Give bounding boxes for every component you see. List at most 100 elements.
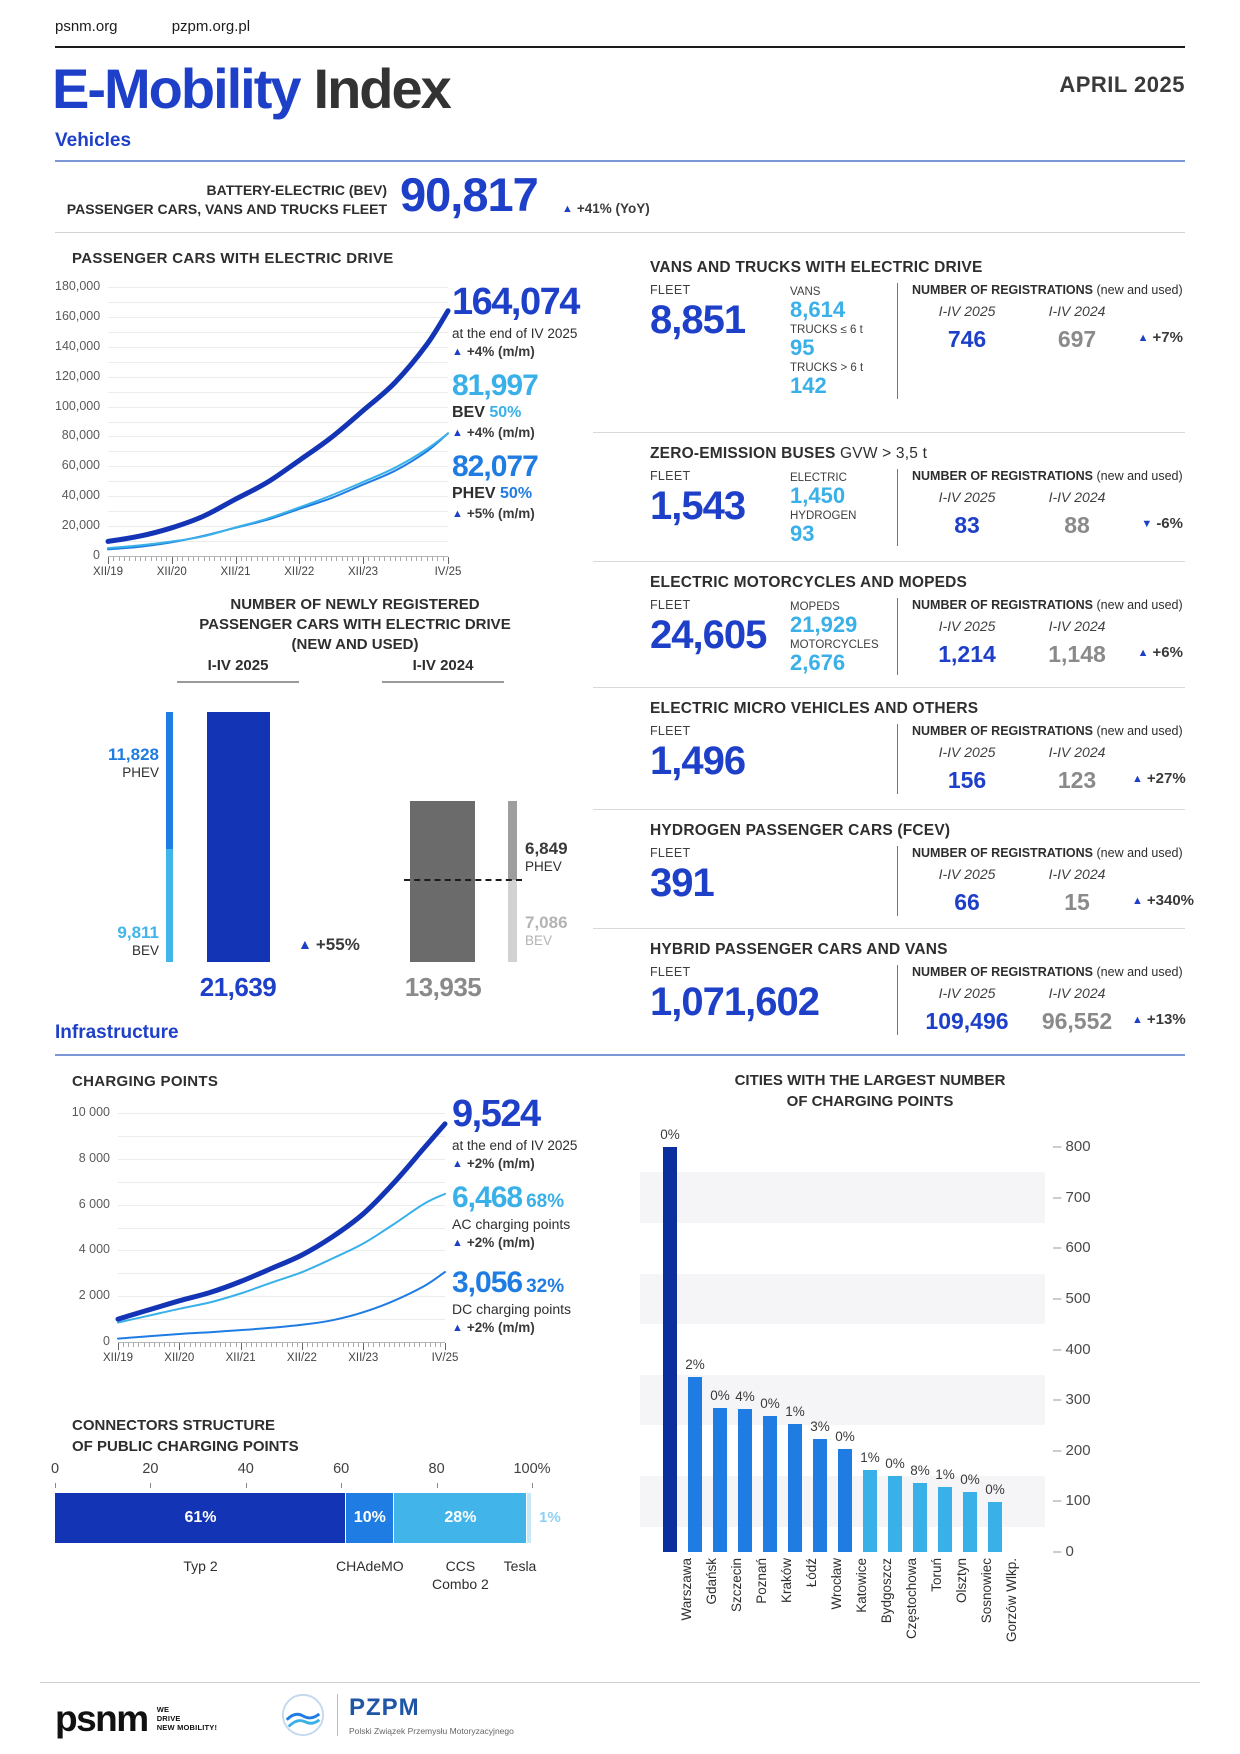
gridline xyxy=(118,1250,445,1252)
x-minor-tick xyxy=(312,1343,314,1347)
gridline xyxy=(108,406,448,408)
pzpm-wordmark: PZPM xyxy=(349,1694,420,1721)
fleet-value: 1,496 xyxy=(650,739,746,783)
city-pct-label: 0% xyxy=(985,1482,1005,1498)
bev-fleet-label: BATTERY-ELECTRIC (BEV) PASSENGER CARS, V… xyxy=(55,181,387,219)
x-minor-tick xyxy=(405,557,407,561)
axis-tick xyxy=(341,1483,343,1488)
city-bar-Bydgoszcz xyxy=(863,1469,877,1552)
city-label: Olsztyn xyxy=(954,1558,969,1604)
registrations-change: ▼ -6% xyxy=(1141,515,1185,532)
registrations-2024-value: 697 xyxy=(1057,326,1097,352)
series-line-total xyxy=(115,1121,448,1322)
city-bar-Katowice xyxy=(838,1448,852,1552)
tick-value: 400 xyxy=(1065,1340,1091,1358)
registrations-panel: NUMBER OF REGISTRATIONS (new and used) I-… xyxy=(897,724,1188,794)
link-psnm-org[interactable]: psnm.org xyxy=(55,18,118,35)
passenger-cars-chart-title: PASSENGER CARS WITH ELECTRIC DRIVE xyxy=(72,250,394,267)
cars-total-change-text: +4% (m/m) xyxy=(466,344,535,359)
gridline xyxy=(108,496,448,498)
city-label: Toruń xyxy=(929,1558,944,1592)
x-minor-tick xyxy=(199,1343,201,1347)
y-axis-label: – 500 xyxy=(1053,1290,1091,1307)
x-minor-tick xyxy=(177,557,179,561)
gridline xyxy=(108,526,448,528)
x-minor-tick xyxy=(148,1343,150,1347)
x-minor-tick xyxy=(414,1343,416,1347)
gridline xyxy=(108,331,448,333)
group-underline xyxy=(382,681,504,683)
charging-dc-label: DC charging points xyxy=(452,1301,572,1317)
x-major-tick xyxy=(235,557,237,564)
city-bar-Olsztyn xyxy=(938,1487,952,1552)
x-minor-tick xyxy=(276,1343,278,1347)
x-minor-tick xyxy=(250,1343,252,1347)
city-bar-Częstochowa xyxy=(888,1476,902,1552)
breakdown-label: TRUCKS ≤ 6 t xyxy=(790,324,863,337)
connector-segment-value: 10% xyxy=(353,1509,386,1526)
connectors-structure-chart: CONNECTORS STRUCTURE OF PUBLIC CHARGING P… xyxy=(51,1415,615,1615)
breakdown-value: 2,676 xyxy=(790,650,846,676)
x-minor-tick xyxy=(267,557,269,561)
x-minor-tick xyxy=(416,557,418,561)
stat-block-body: FLEET 1,496 NUMBER OF REGISTRATIONS (new a… xyxy=(650,724,1188,794)
registrations-2025-label: I-IV 2025 xyxy=(938,618,996,634)
cars-phev-share: 50% xyxy=(500,485,533,502)
passenger-cars-stats: 164,074 at the end of IV 2025 ▲ +4% (m/m)… xyxy=(452,283,617,521)
cities-chart: CITIES WITH THE LARGEST NUMBER OF CHARGIN… xyxy=(600,1065,1220,1705)
bev-2024-value: 7,086 xyxy=(525,913,568,932)
background-band xyxy=(640,1172,1045,1223)
axis-tick-label: 0 xyxy=(50,1461,60,1477)
phev-2025-label: PHEV xyxy=(122,765,159,780)
x-minor-tick xyxy=(225,1343,227,1347)
charging-total-value: 9,524 xyxy=(452,1093,541,1135)
x-minor-tick xyxy=(368,1343,370,1347)
x-minor-tick xyxy=(357,557,359,561)
x-minor-tick xyxy=(286,1343,288,1347)
registrations-2025: I-IV 2025 156 xyxy=(912,744,1022,794)
y-axis-label: 60,000 xyxy=(61,458,100,473)
x-axis-label: XII/23 xyxy=(347,566,379,578)
series-line-BEV xyxy=(107,432,449,550)
x-minor-tick xyxy=(409,1343,411,1347)
y-axis-label: 100,000 xyxy=(55,398,101,413)
x-major-tick xyxy=(299,557,301,564)
registrations-2025-value: 66 xyxy=(954,889,980,915)
footer-rule xyxy=(40,1682,1200,1683)
x-minor-tick xyxy=(194,1343,196,1347)
gridline xyxy=(108,391,448,393)
bar-2025-bev xyxy=(166,848,173,962)
x-major-tick xyxy=(108,557,109,564)
connector-name: CHAdeMO xyxy=(325,1557,415,1575)
registrations-2024: I-IV 2024 88 xyxy=(1022,489,1132,539)
city-bar-Łódź xyxy=(788,1424,802,1552)
y-axis-label: – 800 xyxy=(1053,1138,1091,1155)
registrations-panel: NUMBER OF REGISTRATIONS (new and used) I-… xyxy=(897,846,1196,916)
increase-icon: ▲ xyxy=(1137,647,1149,659)
group-label-2025: I-IV 2025 xyxy=(207,657,269,674)
link-pzpm-org[interactable]: pzpm.org.pl xyxy=(171,18,251,35)
x-minor-tick xyxy=(424,1343,426,1347)
stat-block-title-text: HYBRID PASSENGER CARS AND VANS xyxy=(650,941,948,958)
city-bar-Kraków xyxy=(763,1416,777,1552)
gridline xyxy=(108,301,448,303)
x-minor-tick xyxy=(317,1343,319,1347)
x-minor-tick xyxy=(153,1343,155,1347)
tick-dash: – xyxy=(1053,1188,1066,1206)
title-line: CITIES WITH THE LARGEST NUMBER xyxy=(734,1072,1006,1089)
registrations-title: NUMBER OF REGISTRATIONS (new and used) xyxy=(912,283,1185,297)
stat-block-title: ELECTRIC MICRO VEHICLES AND OTHERS xyxy=(650,700,1185,718)
pzpm-icon xyxy=(281,1693,325,1737)
x-minor-tick xyxy=(246,557,248,561)
cities-title: CITIES WITH THE LARGEST NUMBER OF CHARGIN… xyxy=(640,1070,1100,1112)
y-axis-label: 20,000 xyxy=(61,518,100,533)
registrations-2025-label: I-IV 2025 xyxy=(938,744,996,760)
registrations-title-text: NUMBER OF REGISTRATIONS xyxy=(912,283,1097,297)
fleet-value: 391 xyxy=(650,861,715,905)
registrations-2025: I-IV 2025 1,214 xyxy=(912,618,1022,668)
tick-dash: – xyxy=(1053,1239,1066,1257)
split-dashed-line xyxy=(404,879,522,882)
tick-value: 300 xyxy=(1065,1391,1091,1409)
x-minor-tick xyxy=(304,557,306,561)
